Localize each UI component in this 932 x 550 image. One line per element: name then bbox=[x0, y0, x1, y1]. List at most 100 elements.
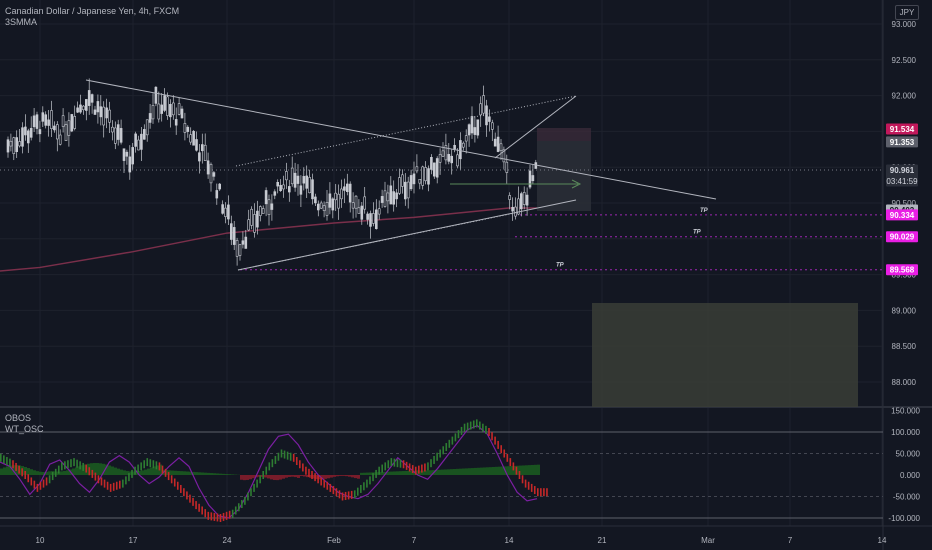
candle-body bbox=[479, 103, 483, 116]
candle-body bbox=[186, 126, 190, 132]
wave-marker bbox=[222, 512, 225, 521]
histogram-bar bbox=[312, 475, 315, 479]
candle-body bbox=[160, 104, 163, 114]
wave-marker bbox=[466, 422, 469, 431]
indicator-label: 3SMMA bbox=[5, 17, 38, 27]
candle-body bbox=[427, 168, 430, 185]
wave-marker bbox=[143, 460, 146, 469]
candle-body bbox=[172, 102, 175, 116]
candle-body bbox=[403, 181, 407, 200]
candle-body bbox=[58, 134, 62, 145]
histogram-bar bbox=[336, 475, 339, 477]
candle-body bbox=[314, 196, 317, 204]
candle-body bbox=[372, 213, 375, 224]
histogram-bar bbox=[195, 472, 198, 475]
histogram-bar bbox=[438, 469, 441, 475]
histogram-bar bbox=[357, 475, 360, 479]
candle-body bbox=[163, 95, 166, 111]
histogram-bar bbox=[450, 469, 453, 475]
wave-marker bbox=[137, 464, 139, 473]
candle-body bbox=[116, 124, 120, 140]
wave-marker bbox=[396, 459, 399, 468]
wave-marker bbox=[280, 449, 283, 458]
osc-tick-3: 0.000 bbox=[900, 471, 921, 480]
wave-marker bbox=[479, 421, 481, 430]
wave-marker bbox=[375, 469, 377, 478]
histogram-bar bbox=[153, 466, 156, 475]
wave-marker bbox=[0, 453, 2, 462]
histogram-bar bbox=[402, 471, 405, 475]
wave-marker bbox=[164, 468, 167, 477]
histogram-bar bbox=[90, 463, 93, 475]
histogram-bar bbox=[225, 474, 228, 475]
histogram-bar bbox=[204, 472, 207, 475]
currency-badge[interactable]: JPY bbox=[895, 5, 919, 20]
candle-body bbox=[85, 99, 88, 111]
histogram-bar bbox=[315, 475, 318, 480]
price-tag-91.353: 91.353 bbox=[886, 136, 918, 148]
histogram-bar bbox=[150, 467, 153, 475]
candle-body bbox=[363, 196, 367, 210]
candle-body bbox=[337, 193, 340, 209]
price-tick-0: 93.000 bbox=[892, 20, 917, 29]
wave-marker bbox=[436, 452, 438, 461]
wave-marker bbox=[219, 514, 222, 522]
histogram-bar bbox=[339, 475, 342, 476]
histogram-bar bbox=[492, 466, 495, 475]
wave-marker bbox=[39, 481, 42, 490]
wave-marker bbox=[33, 480, 36, 489]
wave-marker bbox=[265, 466, 268, 475]
candle-body bbox=[18, 141, 21, 147]
candle-body bbox=[366, 213, 369, 220]
wave-marker bbox=[372, 473, 374, 482]
time-tick-7: Mar bbox=[701, 536, 715, 545]
candle-body bbox=[232, 227, 236, 245]
wave-marker bbox=[540, 488, 542, 497]
price-tick-9: 88.500 bbox=[892, 342, 917, 351]
wave-marker bbox=[442, 446, 445, 455]
wave-marker bbox=[192, 497, 194, 506]
histogram-bar bbox=[165, 470, 168, 475]
osc-label-obos: OBOS bbox=[5, 413, 32, 423]
histogram-bar bbox=[0, 468, 3, 475]
histogram-bar bbox=[399, 471, 402, 475]
histogram-bar bbox=[228, 474, 231, 475]
wave-marker bbox=[36, 483, 39, 492]
wave-marker bbox=[405, 461, 408, 470]
histogram-bar bbox=[201, 472, 204, 475]
candle-body bbox=[87, 90, 91, 106]
candle-body bbox=[499, 143, 503, 151]
histogram-bar bbox=[447, 469, 450, 475]
price-tag-text: 90.961 bbox=[890, 166, 915, 175]
histogram-bar bbox=[534, 464, 537, 475]
histogram-bar bbox=[252, 475, 255, 479]
candle-body bbox=[348, 183, 352, 203]
histogram-bar bbox=[381, 471, 384, 475]
wave-marker bbox=[140, 462, 142, 471]
histogram-bar bbox=[171, 470, 174, 475]
tp-label-1: TP bbox=[700, 208, 709, 214]
candle-body bbox=[450, 155, 454, 164]
histogram-bar bbox=[105, 464, 108, 475]
histogram-bar bbox=[354, 475, 357, 479]
wave-marker bbox=[128, 473, 130, 482]
wave-marker bbox=[204, 509, 207, 518]
entry-zone-box bbox=[537, 141, 591, 211]
candle-body bbox=[212, 172, 216, 177]
candle-body bbox=[525, 194, 529, 206]
candle-body bbox=[273, 191, 277, 196]
histogram-bar bbox=[177, 470, 180, 475]
candle-body bbox=[511, 206, 514, 212]
histogram-bar bbox=[168, 470, 171, 475]
candle-body bbox=[418, 179, 422, 184]
candle-body bbox=[392, 191, 396, 205]
candle-body bbox=[322, 205, 326, 211]
wave-marker bbox=[527, 481, 530, 490]
time-tick-9: 14 bbox=[878, 536, 887, 545]
candle-body bbox=[343, 186, 346, 191]
wave-marker bbox=[411, 465, 414, 474]
wave-marker bbox=[286, 451, 289, 460]
histogram-bar bbox=[510, 466, 513, 475]
candle-body bbox=[398, 177, 401, 194]
